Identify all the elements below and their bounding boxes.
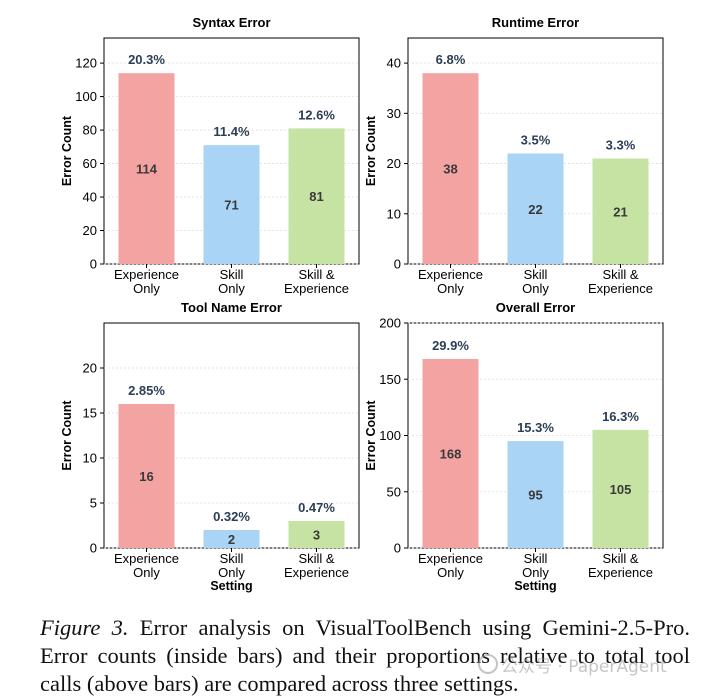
y-axis-label: Error Count bbox=[364, 115, 378, 186]
x-tick-label: Skill bbox=[524, 551, 548, 566]
y-tick-label: 20 bbox=[83, 361, 97, 376]
bar-percent-label: 2.85% bbox=[128, 383, 165, 398]
bar-percent-label: 16.3% bbox=[602, 409, 639, 424]
x-tick-label: Skill bbox=[220, 551, 244, 566]
y-tick-label: 0 bbox=[90, 541, 97, 556]
y-axis-label: Error Count bbox=[60, 115, 74, 186]
x-tick-label: Experience bbox=[588, 565, 653, 580]
bar bbox=[592, 429, 649, 548]
x-tick-label: Only bbox=[522, 281, 549, 296]
x-tick-label: Skill & bbox=[602, 267, 638, 282]
bar bbox=[288, 521, 345, 548]
bar-value-label: 16 bbox=[139, 469, 153, 484]
y-tick-label: 120 bbox=[75, 56, 97, 71]
x-tick-label: Only bbox=[218, 281, 245, 296]
bar-value-label: 3 bbox=[313, 528, 320, 543]
watermark-text: 公众号 · PaperAgent bbox=[501, 657, 667, 677]
bar-value-label: 168 bbox=[440, 447, 462, 462]
bar bbox=[422, 73, 479, 265]
y-tick-label: 40 bbox=[387, 56, 401, 71]
bar-percent-label: 3.3% bbox=[606, 138, 636, 153]
bar-percent-label: 3.5% bbox=[521, 133, 551, 148]
bar-value-label: 22 bbox=[528, 202, 542, 217]
bar bbox=[592, 158, 649, 264]
bar bbox=[203, 145, 260, 264]
y-tick-label: 0 bbox=[394, 257, 401, 272]
y-tick-label: 60 bbox=[83, 156, 97, 171]
caption-label: Figure 3. bbox=[40, 615, 129, 640]
bar-value-label: 105 bbox=[610, 482, 632, 497]
x-tick-label: Experience bbox=[114, 267, 179, 282]
bar-value-label: 71 bbox=[224, 198, 238, 213]
bar bbox=[118, 73, 175, 265]
x-tick-label: Experience bbox=[114, 551, 179, 566]
watermark: 公众号 · PaperAgent bbox=[478, 652, 667, 677]
bar bbox=[422, 359, 479, 548]
y-tick-label: 150 bbox=[379, 372, 401, 387]
bar-percent-label: 6.8% bbox=[436, 52, 466, 67]
x-tick-label: Only bbox=[218, 565, 245, 580]
x-tick-label: Skill & bbox=[602, 551, 638, 566]
bar-value-label: 114 bbox=[136, 162, 158, 177]
bar bbox=[507, 153, 564, 264]
y-tick-label: 0 bbox=[394, 541, 401, 556]
bar bbox=[203, 530, 260, 548]
bar-percent-label: 20.3% bbox=[128, 52, 165, 67]
chart-title: Syntax Error bbox=[192, 15, 270, 30]
bar bbox=[288, 128, 345, 264]
x-axis-label: Setting bbox=[210, 579, 252, 593]
y-axis-label: Error Count bbox=[364, 400, 378, 471]
bar-value-label: 38 bbox=[443, 162, 457, 177]
bar-percent-label: 0.47% bbox=[298, 500, 335, 515]
bar-percent-label: 29.9% bbox=[432, 338, 469, 353]
x-tick-label: Only bbox=[522, 565, 549, 580]
x-tick-label: Experience bbox=[284, 281, 349, 296]
x-tick-label: Experience bbox=[418, 551, 483, 566]
bar-percent-label: 0.32% bbox=[213, 509, 250, 524]
bar-percent-label: 11.4% bbox=[213, 124, 250, 139]
x-tick-label: Experience bbox=[284, 565, 349, 580]
y-tick-label: 200 bbox=[379, 316, 401, 331]
caption-text: Error analysis on VisualToolBench using … bbox=[40, 615, 690, 696]
y-tick-label: 20 bbox=[83, 223, 97, 238]
y-tick-label: 20 bbox=[387, 156, 401, 171]
x-axis-label: Setting bbox=[514, 579, 556, 593]
y-tick-label: 50 bbox=[387, 484, 401, 499]
y-tick-label: 15 bbox=[83, 406, 97, 421]
bar-percent-label: 15.3% bbox=[517, 420, 554, 435]
y-tick-label: 10 bbox=[387, 206, 401, 221]
x-tick-label: Only bbox=[133, 565, 160, 580]
y-axis-label: Error Count bbox=[60, 400, 74, 471]
x-tick-label: Skill & bbox=[298, 267, 334, 282]
y-tick-label: 100 bbox=[379, 428, 401, 443]
x-tick-label: Experience bbox=[418, 267, 483, 282]
bar-value-label: 81 bbox=[309, 189, 323, 204]
bar-value-label: 2 bbox=[228, 532, 235, 547]
y-tick-label: 0 bbox=[90, 257, 97, 272]
wechat-icon bbox=[478, 654, 498, 674]
x-tick-label: Only bbox=[133, 281, 160, 296]
y-tick-label: 10 bbox=[83, 451, 97, 466]
x-tick-label: Skill & bbox=[298, 551, 334, 566]
bar-value-label: 21 bbox=[613, 204, 627, 219]
chart-title: Runtime Error bbox=[492, 15, 579, 30]
x-tick-label: Skill bbox=[220, 267, 244, 282]
y-tick-label: 30 bbox=[387, 106, 401, 121]
y-tick-label: 100 bbox=[75, 89, 97, 104]
y-tick-label: 40 bbox=[83, 190, 97, 205]
chart-title: Overall Error bbox=[496, 300, 576, 315]
bar-value-label: 95 bbox=[528, 488, 542, 503]
x-tick-label: Only bbox=[437, 565, 464, 580]
x-tick-label: Only bbox=[437, 281, 464, 296]
figure-caption: Figure 3. Error analysis on VisualToolBe… bbox=[40, 614, 690, 698]
y-tick-label: 80 bbox=[83, 123, 97, 138]
chart-title: Tool Name Error bbox=[181, 300, 282, 315]
bar bbox=[507, 441, 564, 548]
x-tick-label: Skill bbox=[524, 267, 548, 282]
x-tick-label: Experience bbox=[588, 281, 653, 296]
bar bbox=[118, 404, 175, 548]
y-tick-label: 5 bbox=[90, 496, 97, 511]
bar-percent-label: 12.6% bbox=[298, 107, 335, 122]
